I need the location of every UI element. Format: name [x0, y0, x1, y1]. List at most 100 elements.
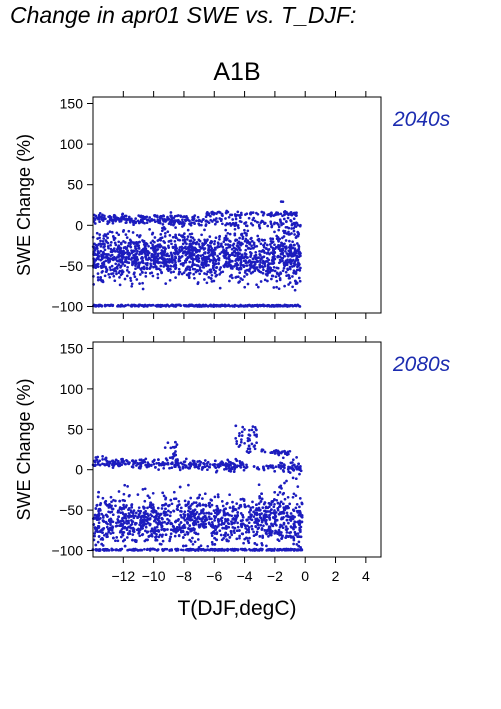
data-point — [177, 534, 181, 537]
data-point — [119, 511, 122, 515]
data-point — [268, 266, 272, 269]
data-point — [147, 535, 151, 538]
data-point — [255, 244, 259, 248]
data-point — [246, 256, 249, 259]
data-point — [135, 233, 139, 237]
data-point — [194, 520, 197, 524]
data-point — [244, 526, 248, 530]
data-point — [292, 226, 296, 230]
data-point — [259, 500, 263, 503]
data-point — [126, 485, 129, 488]
data-point — [233, 463, 237, 467]
data-point — [174, 247, 178, 250]
data-point — [285, 232, 289, 235]
data-point — [283, 210, 287, 213]
data-point — [149, 530, 153, 533]
data-point — [150, 514, 154, 518]
data-point — [201, 466, 204, 469]
data-point — [286, 504, 289, 508]
data-point — [108, 216, 112, 220]
data-point — [112, 274, 116, 278]
data-point — [292, 524, 296, 528]
data-point — [176, 519, 180, 522]
data-point — [233, 521, 236, 525]
data-point — [235, 442, 239, 446]
data-point — [123, 483, 127, 487]
data-point — [257, 269, 261, 273]
data-point — [249, 253, 253, 257]
data-point — [130, 503, 134, 506]
data-point — [151, 503, 154, 506]
data-point — [172, 525, 175, 529]
data-point — [297, 276, 301, 280]
data-point — [235, 459, 239, 462]
data-point — [210, 273, 214, 277]
data-point — [185, 273, 189, 277]
data-point — [233, 531, 236, 535]
data-point — [138, 458, 142, 462]
data-point — [114, 499, 117, 503]
data-point — [196, 215, 200, 219]
data-point — [295, 456, 298, 459]
data-point — [253, 521, 256, 524]
data-point — [96, 249, 100, 253]
data-point — [135, 255, 139, 259]
data-point — [128, 493, 131, 497]
data-point — [254, 509, 258, 512]
data-point — [288, 534, 292, 538]
data-point — [154, 538, 158, 541]
data-point — [174, 497, 178, 501]
data-point — [295, 502, 299, 506]
data-point — [100, 537, 104, 540]
data-point — [260, 520, 264, 524]
data-point — [223, 256, 226, 259]
data-point — [131, 533, 135, 536]
data-point — [298, 279, 302, 283]
data-point — [167, 240, 171, 243]
data-point — [245, 224, 249, 228]
data-point — [228, 513, 231, 517]
data-point — [273, 514, 277, 517]
data-point — [290, 232, 293, 235]
data-point — [117, 233, 121, 237]
data-point — [188, 239, 192, 243]
data-point — [278, 451, 281, 454]
data-point — [239, 261, 243, 265]
data-point — [119, 241, 123, 245]
data-point — [279, 484, 283, 488]
data-point — [208, 501, 212, 505]
data-point — [154, 510, 158, 514]
data-point — [291, 517, 295, 521]
data-point — [114, 262, 118, 266]
data-point — [251, 505, 255, 509]
data-point — [272, 449, 276, 453]
data-point — [143, 487, 147, 491]
data-point — [226, 231, 230, 235]
data-point — [286, 216, 290, 220]
data-point — [132, 530, 136, 533]
data-point — [97, 521, 101, 525]
data-point — [193, 238, 196, 242]
data-point — [169, 239, 173, 243]
data-point — [211, 524, 215, 528]
data-point — [245, 536, 248, 540]
x-axis-label: T(DJF,degC) — [177, 597, 296, 620]
data-point — [297, 268, 300, 272]
data-point — [280, 241, 283, 245]
data-point — [186, 256, 190, 260]
data-point — [288, 471, 292, 474]
data-point — [231, 221, 235, 225]
data-point — [297, 513, 301, 517]
data-point — [132, 272, 136, 276]
data-point — [295, 242, 299, 245]
data-point — [94, 214, 97, 218]
data-point — [265, 252, 269, 255]
data-point — [233, 514, 237, 518]
data-point — [245, 273, 249, 276]
data-point — [210, 503, 214, 507]
data-point — [279, 548, 283, 551]
data-point — [156, 219, 160, 223]
data-point — [252, 243, 256, 246]
data-point — [249, 212, 252, 216]
data-point — [269, 451, 273, 455]
